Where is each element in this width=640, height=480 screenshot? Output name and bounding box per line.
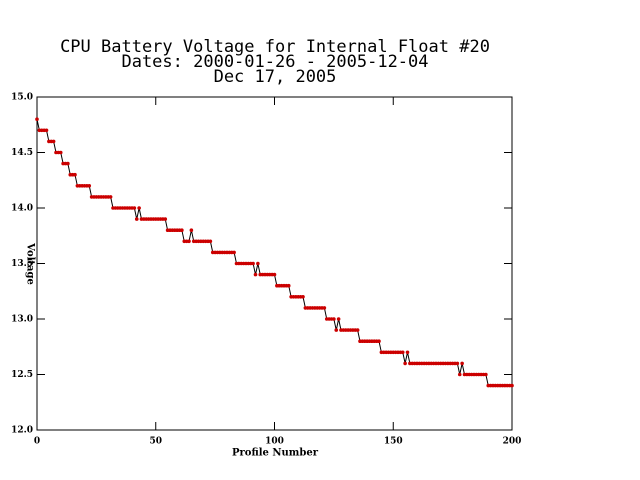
data-point — [455, 361, 460, 366]
x-tick-label: 0 — [34, 437, 40, 447]
y-tick-label: 12.0 — [11, 426, 33, 436]
data-point — [51, 139, 56, 144]
data-point — [108, 195, 113, 199]
data-point — [256, 261, 260, 266]
data-point — [73, 172, 77, 177]
data-point — [187, 239, 191, 244]
data-point — [180, 228, 184, 232]
data-point — [484, 372, 488, 377]
data-point — [163, 217, 168, 221]
chart-date: Dec 17, 2005 — [214, 67, 337, 87]
y-tick-label: 14.5 — [11, 148, 33, 158]
data-point — [400, 350, 405, 355]
data-point — [405, 350, 410, 355]
x-tick-label: 100 — [265, 437, 284, 447]
y-tick-label: 12.5 — [11, 370, 33, 380]
x-tick-label: 150 — [384, 437, 403, 447]
chart-title: CPU Battery Voltage for Internal Float #… — [60, 37, 490, 57]
x-tick-label: 200 — [503, 437, 522, 447]
data-point — [251, 261, 255, 266]
y-tick-label: 13.5 — [11, 259, 33, 269]
data-point — [208, 239, 213, 244]
data-point — [189, 228, 194, 232]
data-point — [460, 361, 464, 366]
data-point — [272, 272, 277, 277]
data-point — [355, 328, 360, 332]
x-tick-label: 50 — [149, 437, 162, 447]
data-point — [403, 361, 407, 366]
chart-subtitle: Dates: 2000-01-26 - 2005-12-04 — [121, 52, 428, 72]
data-point — [322, 306, 327, 310]
data-point — [58, 150, 63, 155]
data-point — [44, 128, 49, 133]
data-point — [35, 117, 39, 121]
data-point — [457, 372, 462, 377]
data-point — [377, 339, 381, 344]
data-point — [232, 250, 236, 255]
data-point — [336, 317, 341, 321]
y-tick-label: 14.0 — [11, 204, 33, 214]
data-point — [286, 283, 291, 288]
y-tick-label: 15.0 — [11, 93, 33, 103]
y-tick-label: 13.0 — [11, 315, 33, 325]
data-point — [334, 328, 339, 332]
data-point — [301, 295, 305, 299]
data-point — [132, 206, 137, 210]
data-point — [332, 317, 336, 321]
data-point — [66, 161, 70, 166]
data-point — [87, 184, 92, 188]
y-axis-label: Voltage — [25, 242, 36, 285]
data-point — [134, 217, 139, 221]
x-axis-label: Profile Number — [232, 448, 319, 459]
data-point — [510, 383, 514, 388]
data-point — [137, 206, 141, 210]
data-point — [253, 272, 258, 277]
